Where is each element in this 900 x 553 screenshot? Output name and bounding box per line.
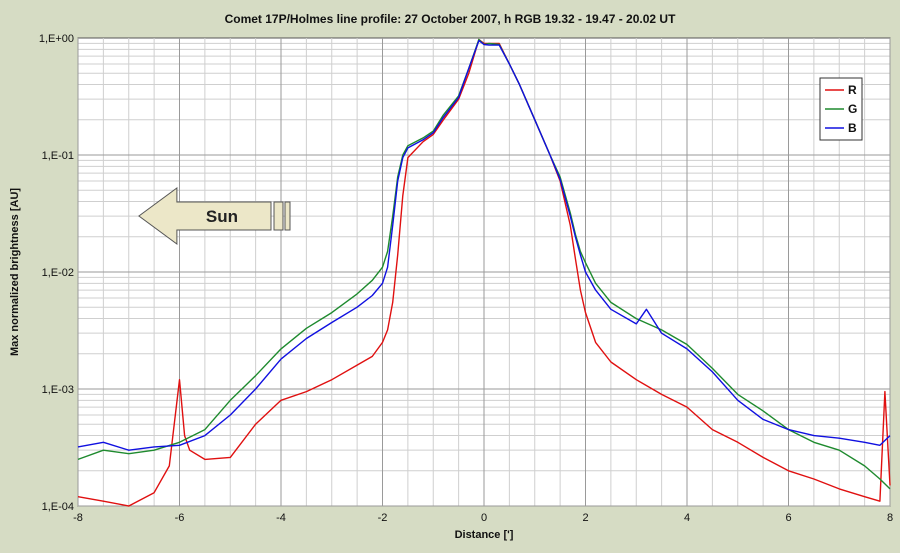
sun-arrow-tail-bar [273,201,284,231]
x-tick-label: 2 [582,512,588,524]
series-layer [77,38,891,507]
x-tick-label: -2 [378,512,388,524]
grid-major [77,38,891,507]
y-tick-label: 1,E+00 [39,33,74,45]
x-axis-label: Distance ['] [455,529,514,541]
sun-arrow-annotation: Sun [138,187,291,245]
x-tick-label: -8 [73,512,83,524]
y-tick-label: 1,E-04 [42,501,74,513]
y-tick-label: 1,E-03 [42,384,74,396]
sun-label: Sun [206,207,238,226]
legend-label-g: G [848,102,857,116]
x-tick-label: 6 [785,512,791,524]
legend-items: RGB [825,83,857,135]
legend-label-r: R [848,83,857,97]
series-line-b [77,39,891,451]
sun-arrow-tail-bar [284,201,291,231]
legend-label-b: B [848,121,857,135]
x-tick-label: 0 [481,512,487,524]
x-tick-label: 4 [684,512,690,524]
sun-arrow-icon [138,187,272,245]
y-tick-label: 1,E-02 [42,267,74,279]
x-tick-labels: -8 -6 -4 -2 0 2 4 6 8 [73,512,893,524]
x-tick-label: 8 [887,512,893,524]
x-tick-label: -4 [276,512,286,524]
y-tick-label: 1,E-01 [42,150,74,162]
chart-title: Comet 17P/Holmes line profile: 27 Octobe… [225,12,677,26]
y-tick-labels: 1,E+00 1,E-01 1,E-02 1,E-03 1,E-04 [39,33,74,513]
legend: RGB [819,77,863,141]
x-tick-label: -6 [175,512,185,524]
y-axis-label: Max normalized brightness [AU] [9,188,21,356]
